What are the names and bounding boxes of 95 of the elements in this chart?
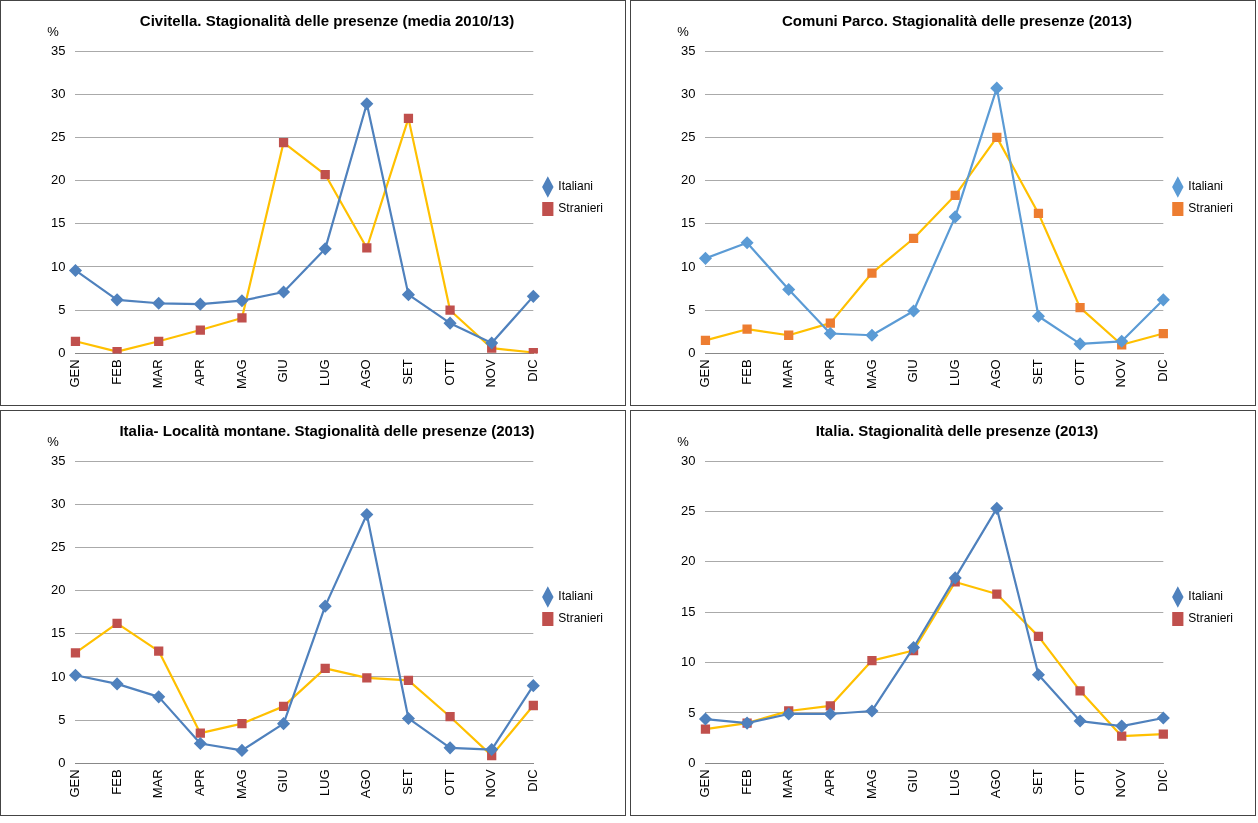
x-tick-label: OTT <box>441 359 457 386</box>
y-tick-label: 0 <box>58 754 66 770</box>
x-tick-label: NOV <box>1113 769 1129 798</box>
x-tick-label: APR <box>191 359 207 387</box>
x-tick-label: FEB <box>108 769 124 795</box>
y-tick-label: 20 <box>680 553 696 569</box>
y-axis-title: % <box>677 24 690 40</box>
x-tick-label: AGO <box>988 359 1004 389</box>
x-tick-label: MAR <box>780 359 796 389</box>
legend-label: Italiani <box>558 179 593 194</box>
y-axis-title: % <box>47 24 60 40</box>
legend-label: Italiani <box>1188 589 1223 604</box>
x-tick-label: LUG <box>316 769 332 797</box>
y-tick-label: 30 <box>50 85 66 101</box>
y-tick-label: 20 <box>50 172 66 188</box>
y-tick-label: 0 <box>688 754 696 770</box>
x-tick-label: OTT <box>1071 769 1087 796</box>
x-tick-label: MAG <box>863 359 879 390</box>
y-tick-label: 25 <box>50 128 66 144</box>
x-tick-label: SET <box>400 359 416 385</box>
y-tick-label: 15 <box>50 625 66 641</box>
x-tick-label: DIC <box>1154 359 1170 382</box>
y-tick-label: 5 <box>58 301 66 317</box>
chart-title: Civitella. Stagionalità delle presenze (media 2010/13) <box>139 12 515 30</box>
x-tick-label: MAR <box>150 359 166 389</box>
y-tick-label: 30 <box>680 452 696 468</box>
x-tick-label: GEN <box>67 359 83 388</box>
y-tick-label: 10 <box>680 654 696 670</box>
legend-label: Stranieri <box>558 611 603 626</box>
x-tick-label: GEN <box>697 359 713 388</box>
x-tick-label: GIU <box>275 359 291 383</box>
x-tick-label: DIC <box>524 359 540 382</box>
y-tick-label: 20 <box>680 172 696 188</box>
y-tick-label: 25 <box>50 538 66 554</box>
x-tick-label: GEN <box>697 769 713 798</box>
x-tick-label: AGO <box>358 359 374 389</box>
y-tick-label: 25 <box>680 502 696 518</box>
x-tick-label: APR <box>821 359 837 387</box>
y-tick-label: 15 <box>680 215 696 231</box>
x-tick-label: MAG <box>233 359 249 390</box>
x-tick-label: NOV <box>1113 359 1129 388</box>
x-tick-label: AGO <box>358 769 374 799</box>
y-tick-label: 10 <box>680 258 696 274</box>
x-tick-label: DIC <box>1154 769 1170 792</box>
y-tick-label: 5 <box>688 301 696 317</box>
x-tick-label: FEB <box>108 359 124 385</box>
x-tick-label: GIU <box>275 769 291 793</box>
x-tick-label: OTT <box>441 769 457 796</box>
y-tick-label: 35 <box>50 452 66 468</box>
y-tick-label: 0 <box>58 344 66 360</box>
x-tick-label: MAR <box>780 769 796 799</box>
x-tick-label: NOV <box>483 769 499 798</box>
y-tick-label: 15 <box>680 603 696 619</box>
y-tick-label: 20 <box>50 582 66 598</box>
chart-title: Italia. Stagionalità delle presenze (2013) <box>815 422 1099 440</box>
y-tick-label: 0 <box>688 344 696 360</box>
x-tick-label: OTT <box>1071 359 1087 386</box>
legend-label: Italiani <box>1188 179 1223 194</box>
x-tick-label: AGO <box>988 769 1004 799</box>
legend-label: Stranieri <box>558 201 603 216</box>
x-tick-label: NOV <box>483 359 499 388</box>
y-tick-label: 30 <box>680 85 696 101</box>
x-tick-label: SET <box>1030 769 1046 795</box>
y-tick-label: 5 <box>58 711 66 727</box>
x-tick-label: DIC <box>524 769 540 792</box>
legend-label: Italiani <box>558 589 593 604</box>
chart-title: Comuni Parco. Stagionalità delle presenze (2013) <box>781 12 1133 30</box>
chart-title: Italia- Località montane. Stagionalità delle presenze (2013) <box>119 422 535 440</box>
x-tick-label: APR <box>821 769 837 797</box>
x-tick-label: SET <box>400 769 416 795</box>
y-tick-label: 10 <box>50 258 66 274</box>
y-tick-label: 10 <box>50 668 66 684</box>
legend-label: Stranieri <box>1188 611 1233 626</box>
y-axis-title: % <box>47 434 60 450</box>
y-axis-title: % <box>677 434 690 450</box>
x-tick-label: FEB <box>738 769 754 795</box>
x-tick-label: LUG <box>946 359 962 387</box>
y-tick-label: 15 <box>50 215 66 231</box>
x-tick-label: FEB <box>738 359 754 385</box>
x-tick-label: LUG <box>946 769 962 797</box>
legend-label: Stranieri <box>1188 201 1233 216</box>
x-tick-label: MAG <box>863 769 879 800</box>
y-tick-label: 30 <box>50 495 66 511</box>
y-tick-label: 25 <box>680 128 696 144</box>
y-tick-label: 35 <box>50 42 66 58</box>
x-tick-label: MAR <box>150 769 166 799</box>
y-tick-label: 5 <box>688 704 696 720</box>
y-tick-label: 35 <box>680 42 696 58</box>
x-tick-label: MAG <box>233 769 249 800</box>
x-tick-label: SET <box>1030 359 1046 385</box>
x-tick-label: GIU <box>905 769 921 793</box>
x-tick-label: GEN <box>67 769 83 798</box>
x-tick-label: APR <box>191 769 207 797</box>
x-tick-label: LUG <box>316 359 332 387</box>
x-tick-label: GIU <box>905 359 921 383</box>
